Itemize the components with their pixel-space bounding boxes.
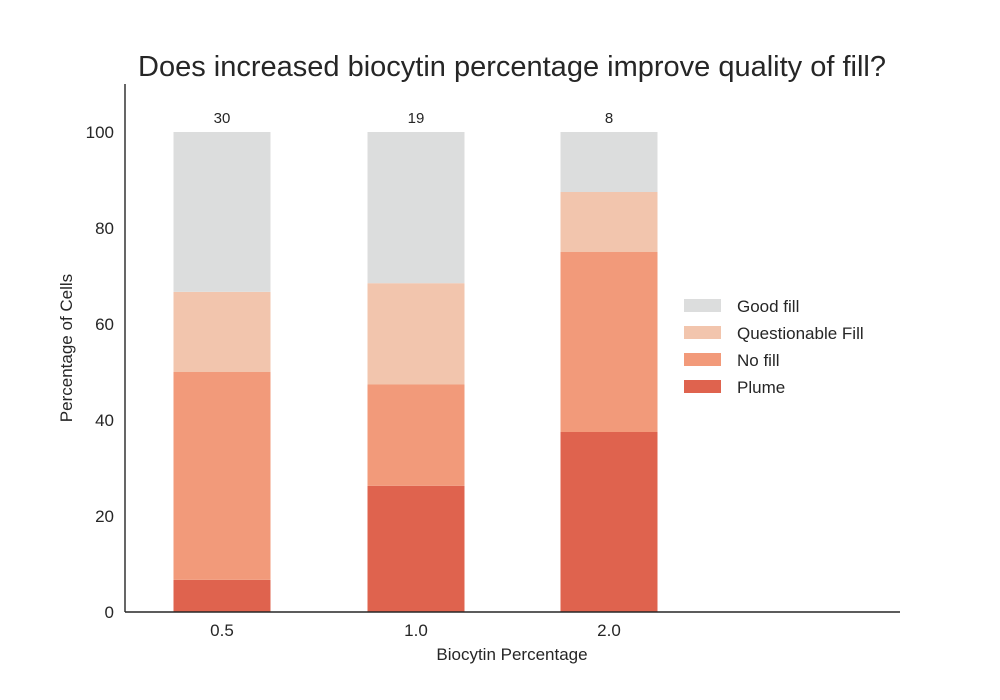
chart-title: Does increased biocytin percentage impro… — [138, 51, 886, 83]
y-tick-label: 80 — [95, 219, 114, 238]
y-tick-label: 40 — [95, 411, 114, 430]
legend-label-questionable-fill: Questionable Fill — [737, 324, 864, 343]
y-tick-label: 0 — [105, 603, 114, 622]
legend-swatch-good-fill — [684, 299, 721, 312]
cell-count-label: 19 — [408, 110, 425, 127]
x-tick-label: 1.0 — [404, 621, 428, 640]
bar-segment-good-fill-0-5 — [173, 132, 271, 292]
legend: Good fill Questionable Fill No fill Plume — [684, 297, 864, 397]
legend-swatch-plume — [684, 380, 721, 393]
bar-segment-questionable-fill-2-0 — [560, 192, 658, 252]
bar-segment-questionable-fill-1-0 — [367, 283, 465, 385]
x-tick-labels: 0.5 1.0 2.0 — [210, 621, 621, 640]
bar-segment-plume-2-0 — [560, 432, 658, 612]
bar-segment-plume-1-0 — [367, 485, 465, 612]
bar-segment-no-fill-2-0 — [560, 252, 658, 432]
x-tick-label: 0.5 — [210, 621, 234, 640]
y-axis-label: Percentage of Cells — [57, 274, 76, 422]
x-axis-label: Biocytin Percentage — [436, 645, 587, 664]
legend-label-plume: Plume — [737, 378, 785, 397]
bar-segment-no-fill-0-5 — [173, 372, 271, 580]
y-tick-label: 20 — [95, 507, 114, 526]
legend-label-good-fill: Good fill — [737, 297, 799, 316]
legend-swatch-questionable-fill — [684, 326, 721, 339]
bar-segment-questionable-fill-0-5 — [173, 291, 271, 372]
legend-label-no-fill: No fill — [737, 351, 780, 370]
cell-count-label: 8 — [605, 110, 613, 127]
bar-segment-good-fill-2-0 — [560, 132, 658, 192]
y-tick-label: 60 — [95, 315, 114, 334]
x-tick-label: 2.0 — [597, 621, 621, 640]
legend-swatch-no-fill — [684, 353, 721, 366]
y-tick-labels: 0 20 40 60 80 100 — [86, 123, 114, 622]
cell-count-labels: 30 19 8 — [214, 110, 614, 127]
bar-segment-no-fill-1-0 — [367, 384, 465, 486]
bar-segment-good-fill-1-0 — [367, 132, 465, 284]
bar-segment-plume-0-5 — [173, 579, 271, 612]
bars-group — [173, 132, 658, 612]
y-tick-label: 100 — [86, 123, 114, 142]
cell-count-label: 30 — [214, 110, 231, 127]
